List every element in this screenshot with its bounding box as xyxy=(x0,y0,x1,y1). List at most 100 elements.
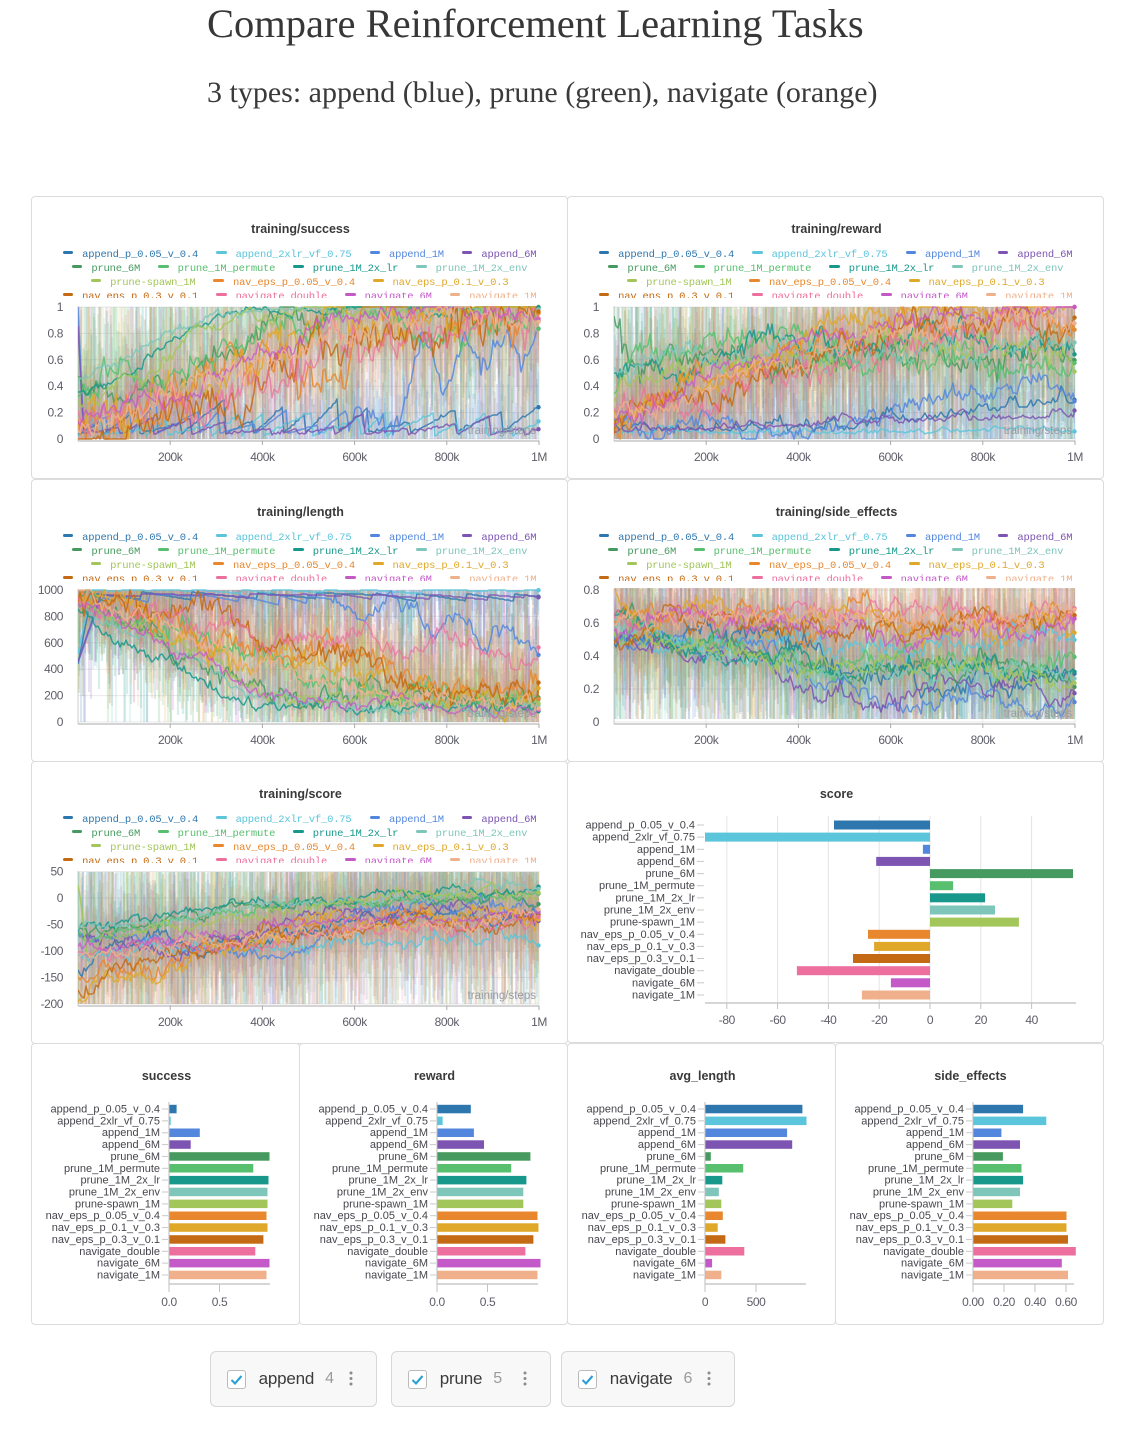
svg-text:0: 0 xyxy=(927,1013,934,1027)
svg-text:navigate_double: navigate_double xyxy=(615,1246,696,1258)
svg-text:-40: -40 xyxy=(820,1013,837,1027)
svg-text:800k: 800k xyxy=(435,1015,461,1029)
svg-text:400k: 400k xyxy=(786,733,812,747)
svg-text:1M: 1M xyxy=(1067,450,1083,464)
svg-text:-80: -80 xyxy=(719,1013,736,1027)
svg-text:append_1M: append_1M xyxy=(637,844,695,856)
svg-text:prune-spawn_1M: prune-spawn_1M xyxy=(879,1198,964,1210)
svg-text:-150: -150 xyxy=(41,971,64,985)
svg-text:nav_eps_p_0.1_v_0.3: nav_eps_p_0.1_v_0.3 xyxy=(856,1222,964,1234)
svg-text:800k: 800k xyxy=(435,733,461,747)
svg-text:prune_1M_permute: prune_1M_permute xyxy=(599,880,695,892)
svg-text:append_p_0.05_v_0.4: append_p_0.05_v_0.4 xyxy=(319,1104,429,1116)
svg-text:prune_1M_2x_env: prune_1M_2x_env xyxy=(605,1187,697,1199)
svg-text:navigate_1M: navigate_1M xyxy=(633,1270,696,1282)
svg-text:0.6: 0.6 xyxy=(48,353,64,367)
svg-text:prune_1M_permute: prune_1M_permute xyxy=(64,1163,160,1175)
svg-text:-20: -20 xyxy=(871,1013,888,1027)
svg-text:prune-spawn_1M: prune-spawn_1M xyxy=(610,917,695,929)
svg-text:0.5: 0.5 xyxy=(480,1295,496,1309)
svg-text:prune_6M: prune_6M xyxy=(378,1151,428,1163)
svg-text:navigate_double: navigate_double xyxy=(79,1246,160,1258)
svg-text:0.2: 0.2 xyxy=(584,406,600,420)
svg-text:1M: 1M xyxy=(1067,733,1083,747)
svg-text:append_6M: append_6M xyxy=(370,1139,428,1151)
svg-text:append_p_0.05_v_0.4: append_p_0.05_v_0.4 xyxy=(51,1104,161,1116)
svg-text:append_1M: append_1M xyxy=(638,1127,696,1139)
svg-text:0.8: 0.8 xyxy=(48,326,64,340)
svg-text:-200: -200 xyxy=(41,997,64,1011)
svg-text:200k: 200k xyxy=(694,450,720,464)
svg-text:800k: 800k xyxy=(971,450,997,464)
svg-text:prune_1M_2x_lr: prune_1M_2x_lr xyxy=(617,1175,697,1187)
svg-text:navigate_6M: navigate_6M xyxy=(365,1258,428,1270)
svg-text:prune_1M_2x_env: prune_1M_2x_env xyxy=(873,1187,965,1199)
svg-text:50: 50 xyxy=(50,865,63,879)
svg-text:0.40: 0.40 xyxy=(1024,1295,1046,1309)
svg-text:prune_1M_2x_env: prune_1M_2x_env xyxy=(69,1187,161,1199)
svg-text:append_2xlr_vf_0.75: append_2xlr_vf_0.75 xyxy=(593,1115,696,1127)
svg-text:0: 0 xyxy=(593,432,600,446)
svg-text:navigate_1M: navigate_1M xyxy=(97,1270,160,1282)
svg-text:0.6: 0.6 xyxy=(584,353,600,367)
svg-text:1M: 1M xyxy=(531,733,547,747)
svg-text:400k: 400k xyxy=(250,1015,276,1029)
svg-text:0.8: 0.8 xyxy=(584,583,600,597)
svg-text:append_6M: append_6M xyxy=(637,856,695,868)
svg-text:navigate_double: navigate_double xyxy=(614,965,695,977)
svg-text:prune_6M: prune_6M xyxy=(914,1151,964,1163)
svg-text:nav_eps_p_0.1_v_0.3: nav_eps_p_0.1_v_0.3 xyxy=(588,1222,696,1234)
svg-text:prune_1M_permute: prune_1M_permute xyxy=(868,1163,964,1175)
svg-text:400k: 400k xyxy=(250,450,276,464)
svg-text:1000: 1000 xyxy=(38,583,64,597)
svg-text:append_6M: append_6M xyxy=(102,1139,160,1151)
svg-text:nav_eps_p_0.1_v_0.3: nav_eps_p_0.1_v_0.3 xyxy=(52,1222,160,1234)
svg-text:400k: 400k xyxy=(250,733,276,747)
svg-text:1: 1 xyxy=(593,300,600,314)
svg-text:600k: 600k xyxy=(878,733,904,747)
svg-text:prune_1M_2x_env: prune_1M_2x_env xyxy=(337,1187,429,1199)
svg-text:prune_6M: prune_6M xyxy=(646,1151,696,1163)
svg-text:navigate_double: navigate_double xyxy=(347,1246,428,1258)
svg-text:600k: 600k xyxy=(342,1015,368,1029)
svg-text:nav_eps_p_0.05_v_0.4: nav_eps_p_0.05_v_0.4 xyxy=(314,1210,428,1222)
svg-text:0: 0 xyxy=(702,1295,709,1309)
svg-text:prune_1M_2x_lr: prune_1M_2x_lr xyxy=(349,1175,429,1187)
svg-text:200k: 200k xyxy=(158,450,184,464)
svg-text:nav_eps_p_0.3_v_0.1: nav_eps_p_0.3_v_0.1 xyxy=(588,1234,696,1246)
svg-text:nav_eps_p_0.05_v_0.4: nav_eps_p_0.05_v_0.4 xyxy=(850,1210,964,1222)
svg-text:200k: 200k xyxy=(694,733,720,747)
svg-text:-100: -100 xyxy=(41,944,64,958)
svg-text:20: 20 xyxy=(975,1013,988,1027)
svg-text:0.0: 0.0 xyxy=(161,1295,177,1309)
svg-text:400k: 400k xyxy=(786,450,812,464)
svg-text:0: 0 xyxy=(57,715,64,729)
svg-text:800k: 800k xyxy=(435,450,461,464)
svg-text:prune_1M_2x_env: prune_1M_2x_env xyxy=(604,905,696,917)
svg-text:0.60: 0.60 xyxy=(1055,1295,1077,1309)
svg-text:1: 1 xyxy=(57,300,64,314)
svg-text:navigate_1M: navigate_1M xyxy=(365,1270,428,1282)
svg-text:1M: 1M xyxy=(531,1015,547,1029)
svg-text:prune_6M: prune_6M xyxy=(110,1151,160,1163)
svg-text:prune-spawn_1M: prune-spawn_1M xyxy=(343,1198,428,1210)
svg-text:800k: 800k xyxy=(971,733,997,747)
svg-text:0.4: 0.4 xyxy=(48,379,64,393)
svg-text:400: 400 xyxy=(44,662,64,676)
svg-text:navigate_6M: navigate_6M xyxy=(632,977,695,989)
svg-text:prune_1M_2x_lr: prune_1M_2x_lr xyxy=(81,1175,161,1187)
svg-text:nav_eps_p_0.05_v_0.4: nav_eps_p_0.05_v_0.4 xyxy=(581,929,695,941)
svg-text:1M: 1M xyxy=(531,450,547,464)
svg-text:0.00: 0.00 xyxy=(962,1295,984,1309)
svg-text:600k: 600k xyxy=(878,450,904,464)
svg-text:training/steps: training/steps xyxy=(468,990,537,1002)
svg-text:0.2: 0.2 xyxy=(48,406,64,420)
svg-text:nav_eps_p_0.05_v_0.4: nav_eps_p_0.05_v_0.4 xyxy=(582,1210,696,1222)
svg-text:600k: 600k xyxy=(342,450,368,464)
svg-text:nav_eps_p_0.1_v_0.3: nav_eps_p_0.1_v_0.3 xyxy=(320,1222,428,1234)
svg-text:0.5: 0.5 xyxy=(212,1295,228,1309)
svg-text:navigate_1M: navigate_1M xyxy=(632,990,695,1002)
svg-text:navigate_6M: navigate_6M xyxy=(97,1258,160,1270)
svg-text:0.4: 0.4 xyxy=(584,379,600,393)
svg-text:navigate_6M: navigate_6M xyxy=(633,1258,696,1270)
